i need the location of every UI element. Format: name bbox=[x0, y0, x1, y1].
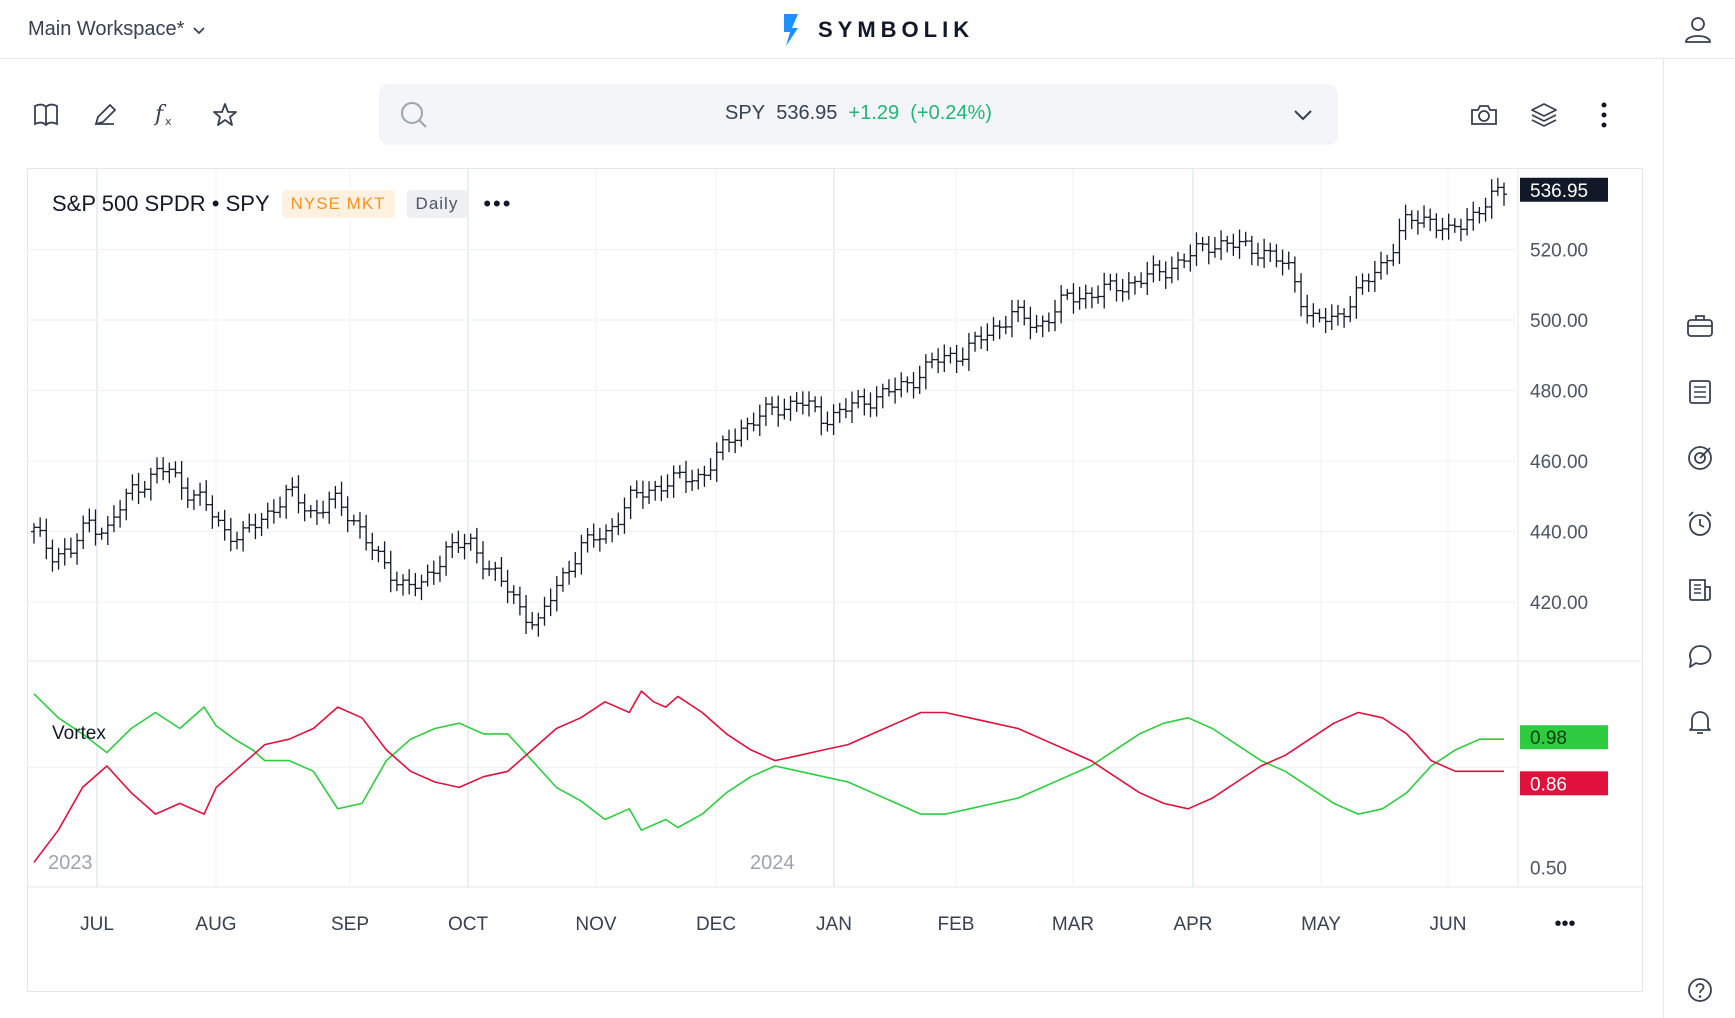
month-label: OCT bbox=[448, 914, 489, 935]
alarm-icon[interactable] bbox=[1685, 509, 1715, 539]
chart-canvas[interactable]: 420.00 440.00 460.00 480.00 500.00 520.00 536.… bbox=[28, 169, 1642, 991]
help-icon[interactable] bbox=[1685, 975, 1715, 1005]
quote-summary: SPY 536.95 +1.29 (+0.24%) bbox=[379, 102, 1338, 125]
indicator-label: Vortex bbox=[52, 723, 106, 744]
month-label: FEB bbox=[938, 914, 975, 935]
news-icon[interactable] bbox=[1685, 575, 1715, 605]
vortex-tick-label: 0.50 bbox=[1530, 859, 1567, 880]
more-vertical-icon[interactable] bbox=[1587, 98, 1621, 132]
star-icon[interactable] bbox=[208, 98, 242, 132]
chevron-down-icon bbox=[193, 26, 205, 34]
vi-plus-tag bbox=[1520, 725, 1608, 750]
quote-price: 536.95 bbox=[776, 102, 838, 124]
month-label: AUG bbox=[195, 914, 236, 935]
svg-text:x: x bbox=[165, 115, 172, 128]
month-label: MAY bbox=[1301, 914, 1341, 935]
axis-more-button[interactable]: ••• bbox=[1554, 913, 1575, 935]
month-label: NOV bbox=[575, 914, 617, 935]
price-tick-label: 480.00 bbox=[1530, 382, 1588, 403]
list-icon[interactable] bbox=[1685, 377, 1715, 407]
interval-badge[interactable]: Daily bbox=[406, 190, 468, 218]
book-icon[interactable] bbox=[29, 98, 63, 132]
vi-minus-value: 0.86 bbox=[1530, 774, 1567, 795]
month-label: JUL bbox=[80, 914, 114, 935]
last-price-label: 536.95 bbox=[1530, 181, 1588, 202]
quote-symbol: SPY bbox=[725, 102, 766, 124]
right-sidebar bbox=[1663, 58, 1735, 1018]
instrument-name: S&P 500 SPDR • SPY bbox=[52, 191, 270, 216]
chart-panel[interactable]: 420.00 440.00 460.00 480.00 500.00 520.00 536.… bbox=[27, 168, 1643, 992]
symbol-search-bar[interactable]: SPY 536.95 +1.29 (+0.24%) bbox=[379, 84, 1338, 145]
price-tick-label: 420.00 bbox=[1530, 593, 1588, 614]
vi-plus-value: 0.98 bbox=[1530, 728, 1567, 749]
price-tick-label: 460.00 bbox=[1530, 452, 1588, 473]
top-bar: Main Workspace* SYMBOLIK bbox=[0, 0, 1735, 59]
chat-icon[interactable] bbox=[1685, 641, 1715, 671]
month-label: JAN bbox=[816, 914, 852, 935]
legend-more-button[interactable]: ••• bbox=[483, 191, 513, 216]
chevron-down-icon[interactable] bbox=[1292, 104, 1314, 126]
exchange-badge: NYSE MKT bbox=[281, 190, 395, 218]
symbolik-logo-icon bbox=[784, 14, 798, 46]
quote-change: +1.29 bbox=[848, 102, 900, 124]
camera-icon[interactable] bbox=[1467, 98, 1501, 132]
last-price-tag bbox=[1520, 177, 1608, 202]
chart-legend: S&P 500 SPDR • SPY NYSE MKT Daily ••• bbox=[52, 190, 512, 218]
pencil-icon[interactable] bbox=[88, 98, 122, 132]
vi-plus-line bbox=[33, 693, 1504, 831]
month-label: JUN bbox=[1430, 914, 1467, 935]
price-tick-label: 440.00 bbox=[1530, 523, 1588, 544]
price-tick-label: 520.00 bbox=[1530, 241, 1588, 262]
layers-icon[interactable] bbox=[1527, 98, 1561, 132]
month-label: MAR bbox=[1052, 914, 1094, 935]
vi-minus-line bbox=[33, 690, 1504, 863]
month-label: DEC bbox=[696, 914, 736, 935]
workspace-name: Main Workspace* bbox=[28, 18, 185, 40]
bell-icon[interactable] bbox=[1685, 707, 1715, 737]
quote-change-pct: (+0.24%) bbox=[910, 102, 992, 124]
workspace-selector[interactable]: Main Workspace* bbox=[28, 18, 206, 41]
brand-name: SYMBOLIK bbox=[818, 17, 975, 42]
year-label: 2023 bbox=[48, 852, 93, 874]
month-label: SEP bbox=[331, 914, 369, 935]
month-label: APR bbox=[1173, 914, 1212, 935]
user-icon[interactable] bbox=[1683, 14, 1713, 49]
target-icon[interactable] bbox=[1685, 443, 1715, 473]
price-tick-label: 500.00 bbox=[1530, 311, 1588, 332]
year-label: 2024 bbox=[750, 852, 795, 874]
search-icon bbox=[401, 102, 427, 128]
brand-logo[interactable]: SYMBOLIK bbox=[780, 12, 974, 48]
briefcase-icon[interactable] bbox=[1685, 311, 1715, 341]
vi-minus-tag bbox=[1520, 771, 1608, 796]
